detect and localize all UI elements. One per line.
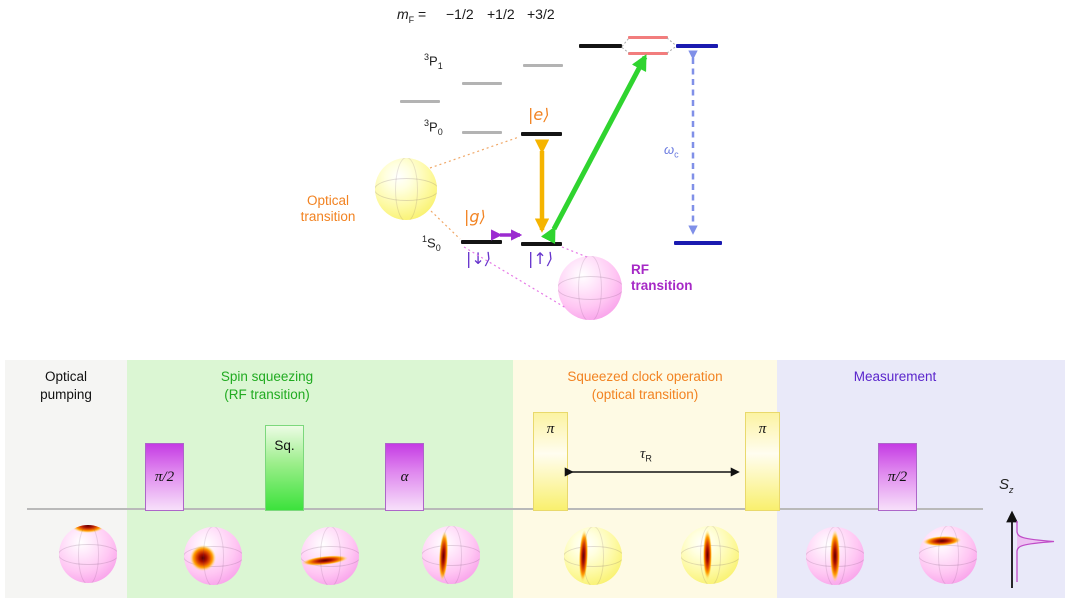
- state-distribution: [301, 553, 349, 568]
- sz-axis-label: Sz: [999, 476, 1014, 495]
- bloch-sphere-coherent: [184, 527, 242, 585]
- bloch-sphere-clock-second: [681, 526, 739, 584]
- term-label-3p1: 3P1: [424, 52, 443, 71]
- ket-g: |g⟩: [464, 207, 486, 226]
- optical-transition-sphere: [375, 158, 437, 220]
- bloch-sphere-measure-first: [806, 527, 864, 585]
- state-distribution: [578, 529, 589, 583]
- bloch-sphere-squeezed-vertical: [422, 526, 480, 584]
- level-e-state: [521, 132, 562, 136]
- term-label-1s0: 1S0: [422, 234, 441, 253]
- level-cavity-dressed-upper: [628, 36, 668, 39]
- dressed-state-connectors: [621, 37, 677, 54]
- rf-transition-label: RF transition: [631, 262, 693, 294]
- level-3p1-m-1-2: [462, 82, 502, 85]
- state-distribution: [922, 535, 962, 547]
- state-distribution: [703, 530, 712, 580]
- rf-transition-sphere: [558, 256, 622, 320]
- mf-column-minus-half: −1/2: [446, 6, 474, 22]
- level-cavity-upper: [676, 44, 718, 48]
- pulse-pi-half-squeeze: π/2: [145, 443, 184, 511]
- ket-up: |↑⟩: [528, 249, 554, 268]
- bloch-sphere-squeezed-horizontal: [301, 527, 359, 585]
- panel-title-squeezed-clock: Squeezed clock operation (optical transit…: [567, 369, 723, 402]
- level-g-state: [461, 240, 502, 244]
- panel-title-measurement: Measurement: [853, 369, 937, 384]
- pulse-alpha: α: [385, 443, 424, 511]
- mf-column-plus-half: +1/2: [487, 6, 515, 22]
- timeline-baseline: [27, 508, 983, 510]
- pulse-squeezing: Sq.: [265, 425, 304, 511]
- optical-transition-label: Optical transition: [300, 193, 356, 225]
- pulse-pi-first: π: [533, 412, 568, 511]
- state-distribution: [830, 530, 840, 582]
- state-distribution: [437, 530, 450, 582]
- bloch-sphere-clock-first: [564, 527, 622, 585]
- level-3p1-m-3-2: [400, 100, 440, 103]
- pulse-pi-second: π: [745, 412, 780, 511]
- mf-column-plus-three-half: +3/2: [527, 6, 555, 22]
- pulse-pi-half-measure: π/2: [878, 443, 917, 511]
- level-up-state: [521, 242, 562, 246]
- state-distribution: [190, 545, 216, 571]
- level-3p1-m+3-2: [579, 44, 622, 48]
- tau-r-label: τR: [640, 446, 652, 464]
- level-cavity-dressed-lower: [628, 52, 668, 55]
- ket-down: |↓⟩: [466, 249, 492, 268]
- panel-title-spin-squeezing: Spin squeezing (RF transition): [220, 369, 314, 402]
- mf-header: mF =: [397, 6, 427, 25]
- level-3p0-m-1-2: [462, 131, 502, 134]
- term-label-3p0: 3P0: [424, 118, 443, 137]
- cavity-coupling-arrow: [540, 54, 648, 245]
- state-distribution: [71, 525, 105, 533]
- bloch-sphere-pumped: [59, 525, 117, 583]
- level-3p1-m+1-2: [523, 64, 563, 67]
- ket-e: |e⟩: [528, 105, 550, 124]
- panel-title-optical-pumping: Optical pumping: [40, 369, 92, 402]
- level-cavity-lower: [674, 241, 722, 245]
- bloch-sphere-measure-second: [919, 526, 977, 584]
- omega-c-label: ωc: [664, 142, 679, 160]
